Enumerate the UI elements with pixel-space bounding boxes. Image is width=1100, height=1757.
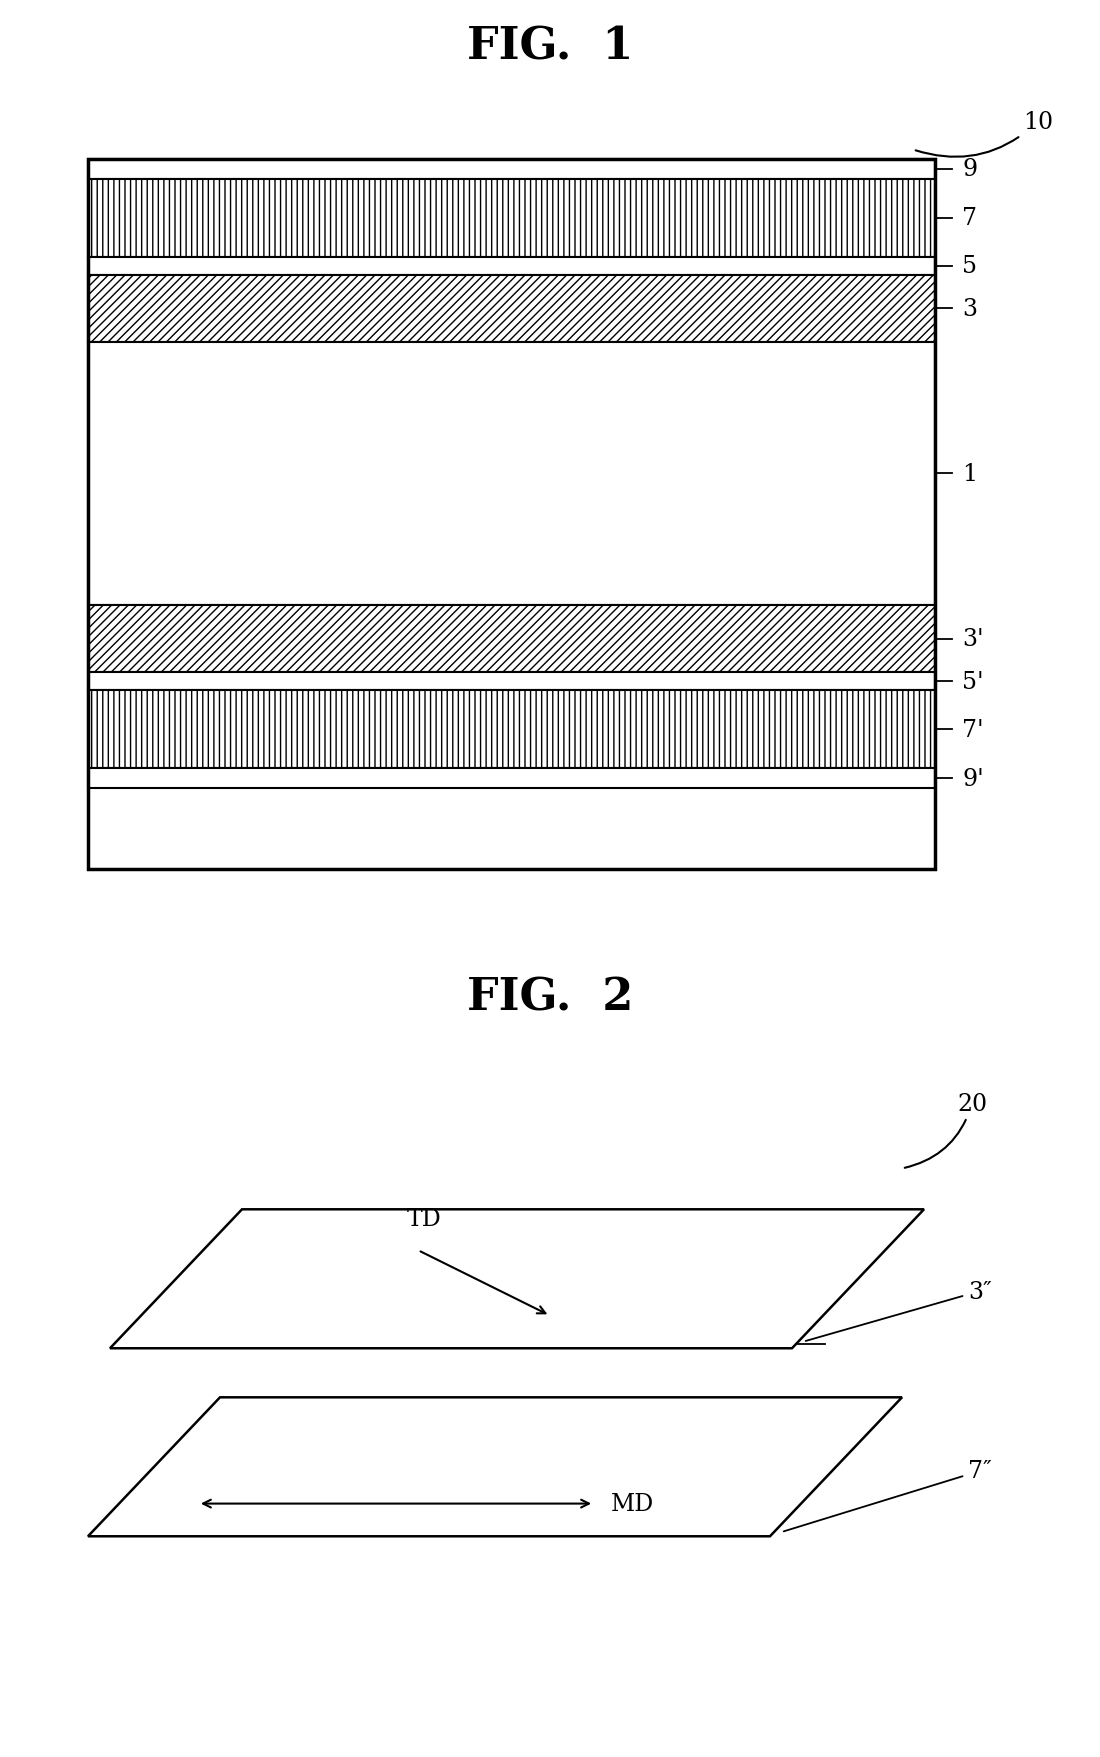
Bar [88, 160, 935, 179]
Text: 7: 7 [962, 207, 978, 230]
Text: 7': 7' [962, 719, 984, 741]
Text: 5: 5 [962, 255, 978, 278]
Bar [88, 258, 935, 276]
Bar [88, 160, 935, 870]
Bar [88, 276, 935, 343]
Text: 3″: 3″ [805, 1279, 992, 1341]
Text: 5': 5' [962, 669, 984, 694]
Polygon shape [110, 1209, 924, 1349]
Text: 9': 9' [962, 768, 984, 791]
Text: TD: TD [407, 1207, 442, 1230]
Text: FIG.  1: FIG. 1 [466, 26, 634, 69]
Polygon shape [88, 1397, 902, 1536]
Bar [88, 673, 935, 691]
Text: 3: 3 [962, 297, 978, 322]
Text: MD: MD [610, 1492, 653, 1515]
Text: 9: 9 [962, 158, 978, 181]
Bar [88, 343, 935, 606]
Bar [88, 770, 935, 789]
Bar [88, 691, 935, 770]
Text: FIG.  2: FIG. 2 [466, 975, 634, 1019]
Text: 20: 20 [904, 1091, 987, 1168]
Bar [88, 179, 935, 258]
Text: 1: 1 [962, 462, 978, 485]
Text: 7″: 7″ [783, 1460, 992, 1532]
Text: 3': 3' [962, 627, 984, 650]
Bar [88, 606, 935, 673]
Text: 10: 10 [915, 111, 1053, 158]
